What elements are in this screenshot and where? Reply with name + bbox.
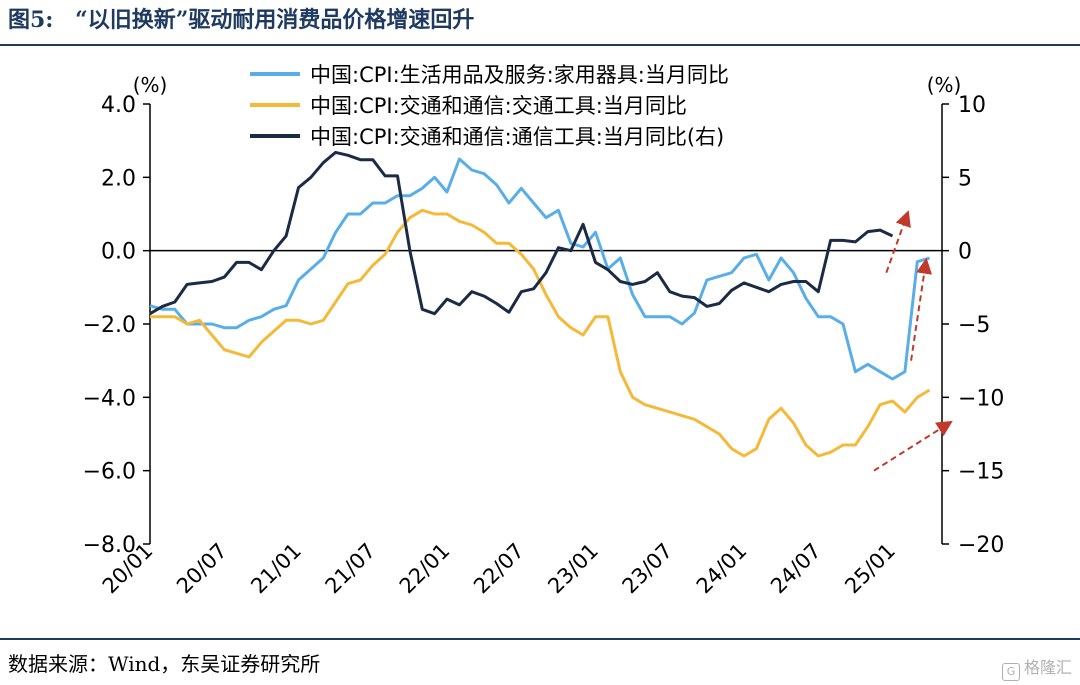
legend-label-3: 中国:CPI:交通和通信:通信工具:当月同比(右) [310,125,724,149]
x-axis-tick-label: 25/01 [840,539,900,599]
title-rule [0,44,1080,46]
right-axis-tick-label: 0 [958,240,972,265]
left-axis-tick-label: 4.0 [101,93,136,118]
x-axis-tick-label: 24/07 [766,539,826,599]
x-axis-tick-label: 21/07 [321,539,381,599]
line-chart: 4.02.00.0−2.0−4.0−6.0−8.0(%)1050−5−10−15… [83,63,1005,599]
trend-arrow [910,257,933,361]
figure-number: 图5: [8,7,54,33]
watermark-logo-icon: G [1001,663,1020,681]
series-line-3 [149,150,894,316]
x-axis-tick-label: 22/07 [469,539,529,599]
legend-label-1: 中国:CPI:生活用品及服务:家用器具:当月同比 [310,63,729,87]
legend-label-2: 中国:CPI:交通和通信:交通工具:当月同比 [310,94,687,118]
left-axis-tick-label: 0.0 [101,240,136,265]
x-axis-tick-label: 24/01 [692,539,752,599]
left-axis-tick-label: 2.0 [101,166,136,191]
left-axis-tick-label: −4.0 [83,386,136,411]
series-line-2 [150,208,931,458]
right-axis-tick-label: −10 [958,386,1004,411]
left-axis-tick-label: −6.0 [83,460,136,485]
x-axis-tick-label: 22/01 [395,539,455,599]
x-axis-tick-label: 20/07 [172,539,232,599]
right-axis-tick-label: 10 [958,93,986,118]
footer-rule [0,638,1080,640]
right-axis-unit: (%) [927,73,962,97]
left-axis-tick-label: −2.0 [83,313,136,338]
trend-arrow [873,420,953,472]
x-axis-tick-label: 21/01 [246,539,306,599]
watermark-text: 格隆汇 [1023,658,1072,677]
watermark: G 格隆汇 [1001,654,1072,681]
x-axis-tick-label: 23/01 [543,539,603,599]
right-axis-tick-label: −5 [958,313,990,338]
source-note: 数据来源：Wind，东吴证券研究所 [8,652,321,676]
left-axis-unit: (%) [133,73,168,97]
figure-title: “以旧换新”驱动耐用消费品价格增速回升 [75,7,475,33]
series-line-1 [149,157,931,381]
trend-arrow [885,210,911,274]
figure-title-bar: 图5: “以旧换新”驱动耐用消费品价格增速回升 [8,2,474,38]
right-axis-tick-label: 5 [958,166,972,191]
left-axis-tick-label: −8.0 [83,533,136,558]
x-axis-tick-label: 23/07 [618,539,678,599]
right-axis-tick-label: −15 [958,460,1004,485]
right-axis-tick-label: −20 [958,533,1004,558]
